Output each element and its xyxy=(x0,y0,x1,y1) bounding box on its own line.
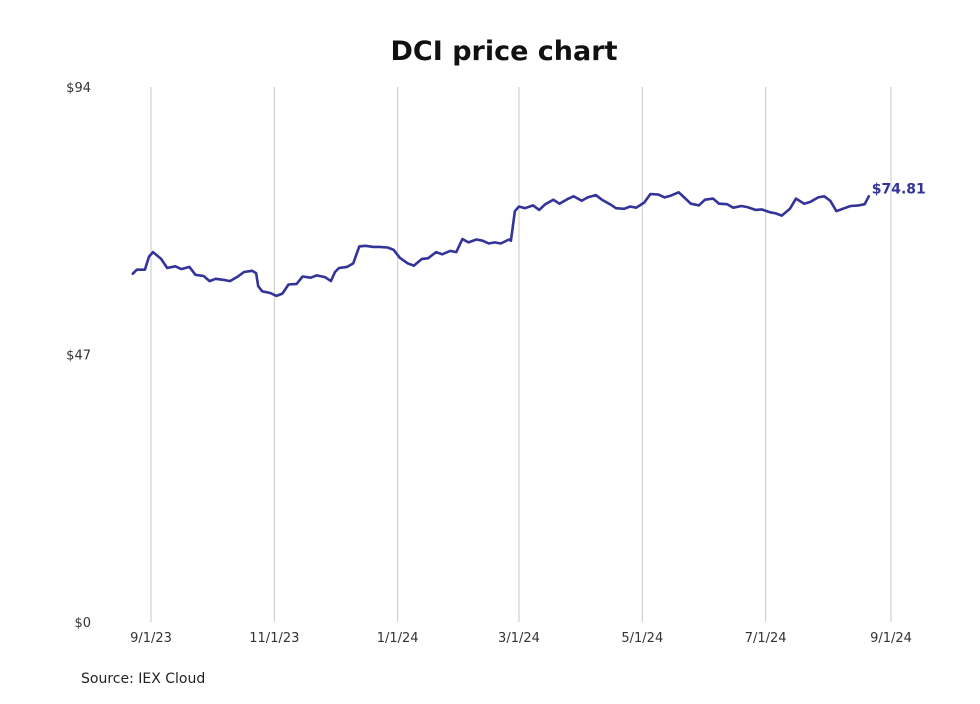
x-tick-label: 7/1/24 xyxy=(745,631,787,646)
x-tick-label: 3/1/24 xyxy=(498,631,540,646)
x-axis-tick-labels: 9/1/23 11/1/23 1/1/24 3/1/24 5/1/24 7/1/24 9/1… xyxy=(130,631,912,646)
x-tick-label: 5/1/24 xyxy=(621,631,663,646)
x-tick-label: 9/1/23 xyxy=(130,631,172,646)
price-series-line xyxy=(131,191,871,298)
y-tick-label: $47 xyxy=(66,349,91,364)
source-note: Source: IEX Cloud xyxy=(81,671,205,687)
y-tick-label: $94 xyxy=(66,81,91,96)
x-tick-label: 9/1/24 xyxy=(870,631,912,646)
x-tick-label: 1/1/24 xyxy=(377,631,419,646)
x-tick-label: 11/1/23 xyxy=(249,631,299,646)
chart-title: DCI price chart xyxy=(391,36,618,67)
y-axis-tick-labels: $94 $47 $0 xyxy=(66,81,91,631)
y-tick-label: $0 xyxy=(74,616,91,631)
x-gridlines xyxy=(150,87,892,622)
last-price-label: $74.81 xyxy=(872,181,926,197)
